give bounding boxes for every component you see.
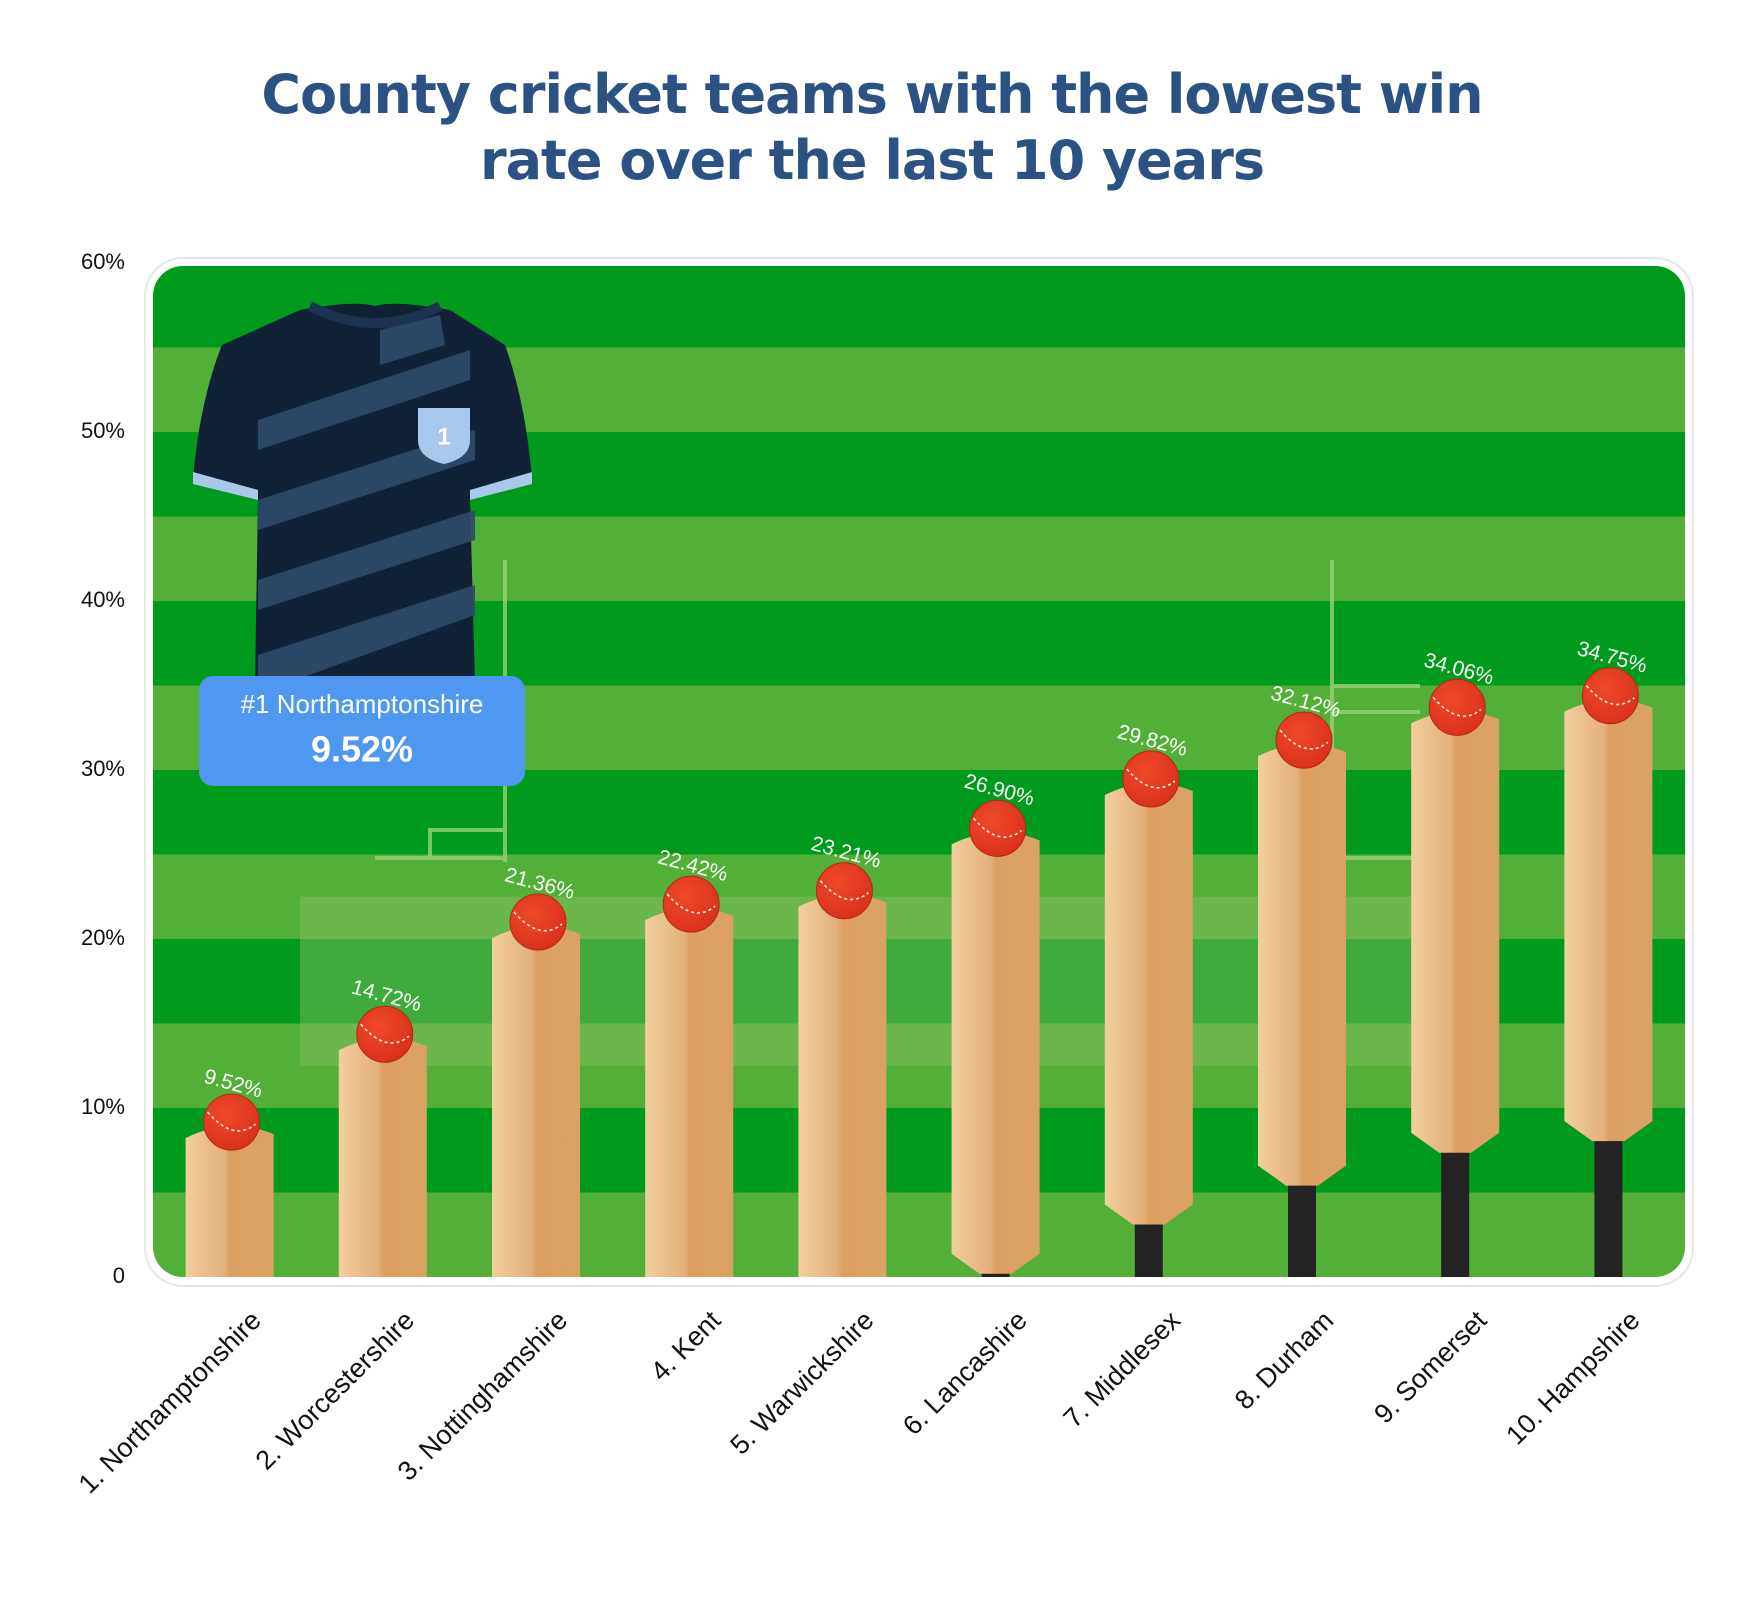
- jersey-number: 1: [437, 423, 450, 450]
- x-tick-label: 9. Somerset: [1368, 1305, 1492, 1429]
- ball-seam: [666, 893, 716, 914]
- bat-blade: [338, 1038, 427, 1277]
- bat: [798, 862, 887, 1277]
- x-tick-label: 10. Hampshire: [1500, 1305, 1645, 1450]
- bat-blade: [951, 832, 1040, 1274]
- bat: [185, 1093, 274, 1277]
- bat: [1104, 750, 1193, 1277]
- bat: [1411, 678, 1500, 1277]
- y-tick-label: 10%: [81, 1094, 125, 1119]
- ball: [1428, 678, 1486, 736]
- ball-seam: [513, 911, 563, 932]
- bat: [1258, 711, 1346, 1277]
- y-tick-label: 30%: [81, 756, 125, 781]
- jersey: 1: [193, 301, 532, 682]
- bat-blade: [1564, 699, 1653, 1142]
- bat-blade: [1411, 711, 1500, 1153]
- ball: [1581, 667, 1639, 725]
- ball: [1275, 711, 1333, 769]
- bat: [951, 799, 1040, 1277]
- bat-blade: [645, 908, 734, 1277]
- ball-seam: [1279, 729, 1329, 750]
- bat: [338, 1005, 427, 1277]
- x-tick-label: 7. Middlesex: [1058, 1305, 1187, 1434]
- bat-handle: [1594, 1136, 1623, 1277]
- ball: [356, 1005, 414, 1063]
- ball-seam: [207, 1111, 257, 1132]
- callout-title: #1 Northamptonshire: [241, 689, 484, 719]
- ball: [969, 799, 1027, 857]
- bat-blade: [1258, 744, 1346, 1186]
- bat: [492, 893, 580, 1277]
- ball-seam: [973, 817, 1023, 838]
- y-tick-label: 40%: [81, 587, 125, 612]
- bat-handle: [1134, 1219, 1163, 1277]
- ball: [509, 893, 567, 951]
- bat-blade: [492, 925, 580, 1277]
- bat-handle: [1288, 1180, 1316, 1277]
- x-tick-label: 8. Durham: [1229, 1305, 1339, 1415]
- y-tick-label: 60%: [81, 249, 125, 274]
- callout-value: 9.52%: [311, 729, 413, 770]
- ball: [203, 1093, 261, 1151]
- ball-seam: [1432, 696, 1482, 717]
- ball: [815, 862, 873, 920]
- ball-seam: [1126, 768, 1176, 789]
- bat: [645, 875, 734, 1277]
- chart-title: County cricket teams with the lowest win…: [261, 63, 1483, 192]
- x-tick-label: 5. Warwickshire: [724, 1305, 879, 1460]
- x-tick-label: 6. Lancashire: [897, 1305, 1033, 1441]
- ball-seam: [360, 1023, 410, 1044]
- callout: #1 Northamptonshire 9.52%: [199, 676, 525, 786]
- bat-blade: [1104, 782, 1193, 1225]
- ball: [1122, 750, 1180, 808]
- ball-seam: [1585, 685, 1635, 706]
- y-tick-label: 20%: [81, 925, 125, 950]
- x-tick-label: 1. Northamptonshire: [73, 1305, 267, 1499]
- bat-blade: [185, 1126, 274, 1277]
- x-tick-label: 4. Kent: [645, 1305, 727, 1387]
- y-tick-label: 50%: [81, 418, 125, 443]
- bat-handle: [1441, 1147, 1470, 1277]
- ball-seam: [819, 880, 869, 901]
- ball: [662, 875, 720, 933]
- bat: [1564, 667, 1653, 1277]
- y-tick-label: 0: [113, 1263, 125, 1288]
- x-tick-label: 2. Worcestershire: [250, 1305, 420, 1475]
- x-tick-label: 3. Nottinghamshire: [392, 1305, 573, 1486]
- bat-blade: [798, 894, 887, 1277]
